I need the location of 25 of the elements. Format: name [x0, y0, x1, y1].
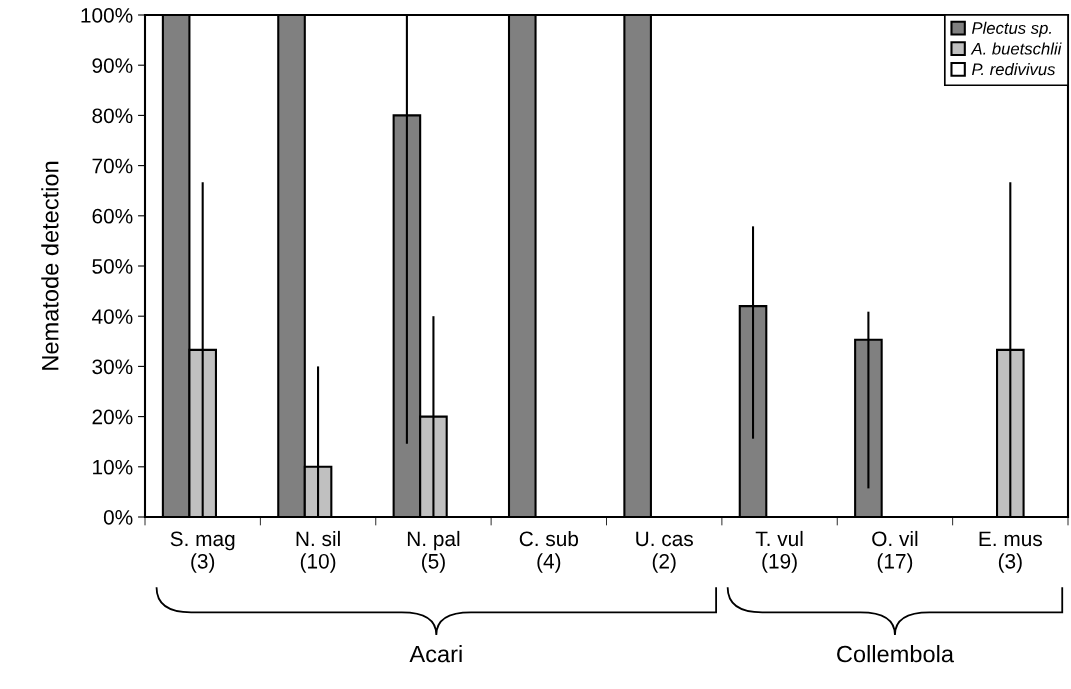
- x-tick-label: T. vul (19): [755, 530, 803, 573]
- y-tick-label: 100%: [81, 8, 133, 23]
- x-tick-label: S. mag (3): [170, 531, 235, 573]
- y-tick-label: 0%: [103, 510, 133, 525]
- x-tick-label: O. vil (17): [872, 530, 918, 573]
- y-tick-label: 80%: [92, 108, 133, 124]
- legend-label: Plectus sp.: [971, 21, 1051, 38]
- y-tick-label: 20%: [92, 409, 133, 425]
- y-tick-label: 10%: [93, 459, 133, 475]
- x-tick-label: E. mus (3): [979, 531, 1042, 573]
- y-tick-label: 70%: [92, 158, 133, 174]
- y-tick-label: 60%: [92, 208, 133, 224]
- text: Collembola: [837, 645, 954, 663]
- y-tick-label: 40%: [91, 309, 133, 324]
- x-tick-label: N. sil (10): [296, 530, 340, 573]
- y-axis-title: Nematode detection: [41, 161, 59, 370]
- y-tick-label: 30%: [92, 359, 133, 375]
- y-tick-label: 90%: [92, 58, 133, 73]
- x-tick-label: N. pal (5): [407, 530, 460, 573]
- text: Acari: [409, 645, 462, 663]
- legend-label: P. redivivus: [971, 63, 1056, 76]
- x-tick-label: U. cas (2): [636, 531, 693, 573]
- legend-label: A. buetschlii: [970, 42, 1062, 55]
- y-tick-label: 50%: [92, 259, 133, 274]
- x-tick-label: C. sub (4): [519, 530, 579, 573]
